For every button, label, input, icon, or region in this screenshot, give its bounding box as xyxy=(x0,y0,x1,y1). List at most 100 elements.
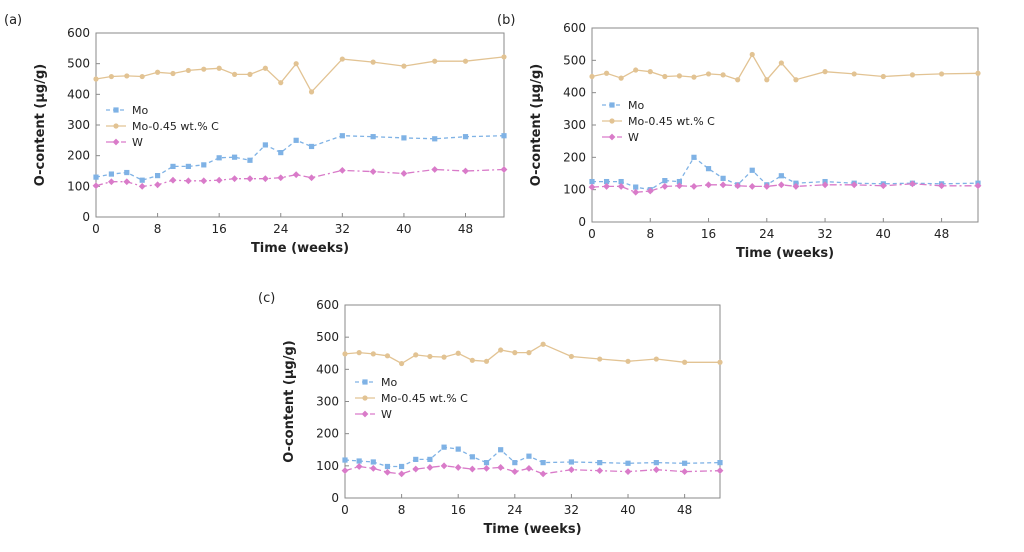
x-tick-label: 24 xyxy=(273,222,288,236)
data-point xyxy=(652,466,660,474)
panel-label: (c) xyxy=(258,291,275,306)
data-point xyxy=(525,465,533,472)
data-point xyxy=(261,175,269,183)
data-point xyxy=(526,350,532,356)
x-tick-label: 16 xyxy=(451,503,466,517)
legend-label: Mo xyxy=(381,376,397,389)
data-point xyxy=(469,357,475,363)
y-tick-label: 600 xyxy=(316,298,339,312)
data-point xyxy=(483,358,490,364)
y-tick-label: 300 xyxy=(316,395,339,409)
data-point xyxy=(440,462,448,470)
data-point xyxy=(216,155,222,161)
y-tick-label: 0 xyxy=(331,491,339,505)
data-point xyxy=(734,182,742,190)
data-point xyxy=(793,77,799,83)
data-point xyxy=(370,134,376,140)
legend-label: Mo-0.45 wt.% C xyxy=(132,120,219,133)
data-point xyxy=(682,359,688,365)
legend-marker xyxy=(113,123,119,129)
series-line xyxy=(344,343,720,365)
legend-marker xyxy=(608,133,616,141)
data-point xyxy=(705,71,712,77)
x-tick-label: 24 xyxy=(507,503,522,517)
data-point xyxy=(676,73,682,79)
x-tick-label: 48 xyxy=(458,222,473,236)
data-point xyxy=(632,188,640,196)
data-point xyxy=(822,69,828,75)
series-1 xyxy=(342,341,723,367)
legend-marker xyxy=(609,102,615,108)
y-tick-label: 0 xyxy=(82,210,90,224)
data-point xyxy=(262,142,268,148)
x-tick-label: 40 xyxy=(620,503,635,517)
series-2 xyxy=(92,166,508,190)
data-point xyxy=(975,70,981,76)
data-point xyxy=(568,459,575,465)
data-point xyxy=(231,175,238,183)
series-0 xyxy=(93,133,507,183)
legend-marker xyxy=(112,138,120,146)
legend: Mo Mo-0.45 wt.% C W xyxy=(106,104,219,149)
x-tick-label: 0 xyxy=(588,227,596,241)
data-point xyxy=(93,174,99,180)
legend-marker xyxy=(362,395,368,401)
data-point xyxy=(468,465,476,473)
data-point xyxy=(589,178,595,185)
data-point xyxy=(278,150,284,156)
data-point xyxy=(540,460,546,466)
series-2 xyxy=(341,462,724,478)
data-point xyxy=(398,470,406,478)
data-point xyxy=(107,178,115,186)
data-point xyxy=(413,456,419,462)
data-point xyxy=(123,178,131,186)
data-point xyxy=(441,354,447,360)
x-tick-label: 0 xyxy=(92,222,100,236)
y-tick-label: 100 xyxy=(563,183,586,197)
x-tick-label: 16 xyxy=(701,227,716,241)
data-point xyxy=(93,76,99,82)
data-point xyxy=(308,174,315,182)
data-point xyxy=(705,166,712,172)
data-point xyxy=(231,154,238,160)
series-2 xyxy=(588,180,982,196)
legend-label: W xyxy=(381,408,392,421)
legend-marker xyxy=(113,107,119,113)
data-point xyxy=(792,183,800,190)
data-point xyxy=(355,463,363,470)
legend-label: Mo xyxy=(628,99,644,112)
y-tick-label: 600 xyxy=(563,21,586,35)
series-0 xyxy=(589,154,981,193)
data-point xyxy=(246,175,254,183)
data-point xyxy=(247,71,253,77)
data-point xyxy=(399,360,405,367)
panel-label: (b) xyxy=(497,13,515,28)
data-point xyxy=(427,456,433,462)
y-tick-label: 500 xyxy=(563,53,586,67)
data-point xyxy=(500,166,508,173)
data-point xyxy=(369,465,377,472)
x-tick-label: 8 xyxy=(154,222,162,236)
data-point xyxy=(432,58,438,64)
data-point xyxy=(618,178,624,185)
data-point xyxy=(441,444,447,450)
legend-marker xyxy=(361,410,369,418)
data-point xyxy=(719,181,727,189)
data-point xyxy=(539,470,547,478)
data-point xyxy=(262,65,268,71)
data-point xyxy=(777,181,785,189)
series-1 xyxy=(93,54,507,95)
data-point xyxy=(568,466,575,474)
data-point xyxy=(401,63,407,69)
legend-label: Mo-0.45 wt.% C xyxy=(628,115,715,128)
data-point xyxy=(413,352,419,358)
data-point xyxy=(278,80,284,86)
data-point xyxy=(603,178,610,185)
legend: Mo Mo-0.45 wt.% C W xyxy=(355,376,468,421)
data-point xyxy=(412,465,420,473)
data-point xyxy=(717,359,723,365)
legend-label: W xyxy=(628,131,639,144)
data-point xyxy=(624,468,632,476)
data-point xyxy=(483,465,490,472)
data-point xyxy=(850,181,858,189)
